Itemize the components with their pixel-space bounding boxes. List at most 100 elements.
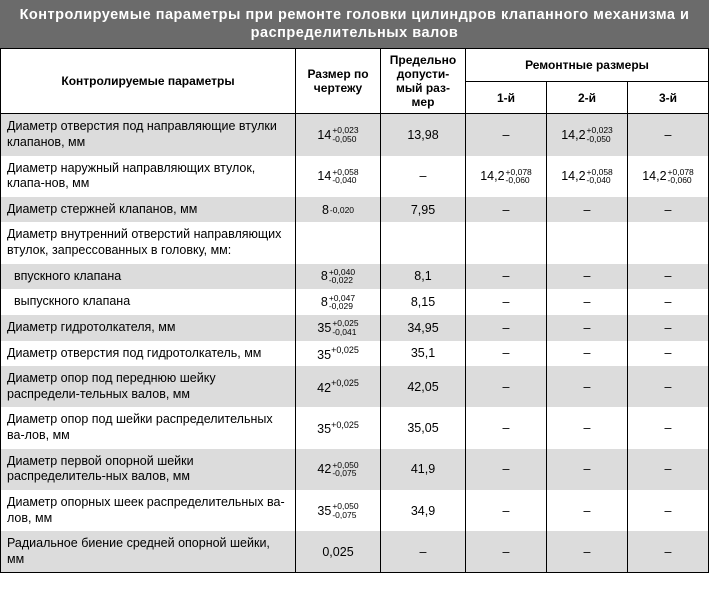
cell-size: 8+0,040-0,022 — [296, 264, 381, 290]
cell-r1: – — [466, 315, 547, 341]
cell-r3 — [628, 222, 709, 263]
cell-param: Диаметр опор под переднюю шейку распреде… — [1, 366, 296, 407]
cell-size: 8-0,020 — [296, 197, 381, 223]
cell-r3: – — [628, 197, 709, 223]
cell-limit: 7,95 — [381, 197, 466, 223]
cell-r1: – — [466, 366, 547, 407]
cell-limit: 35,1 — [381, 341, 466, 367]
cell-param: Диаметр гидротолкателя, мм — [1, 315, 296, 341]
header-param: Контролируемые параметры — [1, 49, 296, 114]
cell-r2: – — [547, 449, 628, 490]
cell-limit: – — [381, 156, 466, 197]
cell-r3: – — [628, 341, 709, 367]
cell-r3: – — [628, 407, 709, 448]
cell-param: Диаметр опорных шеек распределительных в… — [1, 490, 296, 531]
cell-size: 35 +0,025 — [296, 341, 381, 367]
cell-r2: – — [547, 490, 628, 531]
cell-size: 35+0,050-0,075 — [296, 490, 381, 531]
table-row: Диаметр гидротолкателя, мм35+0,025-0,041… — [1, 315, 709, 341]
cell-r1: – — [466, 449, 547, 490]
header-repair-group: Ремонтные размеры — [466, 49, 709, 82]
cell-param: Диаметр отверстия под гидротолкатель, мм — [1, 341, 296, 367]
table-row: Диаметр опор под переднюю шейку распреде… — [1, 366, 709, 407]
cell-size: 42 +0,025 — [296, 366, 381, 407]
cell-limit — [381, 222, 466, 263]
cell-size: 8+0,047-0,029 — [296, 289, 381, 315]
cell-r3: – — [628, 366, 709, 407]
cell-r1: – — [466, 407, 547, 448]
cell-r1 — [466, 222, 547, 263]
cell-param: впускного клапана — [1, 264, 296, 290]
cell-limit: 13,98 — [381, 114, 466, 156]
cell-r2: – — [547, 289, 628, 315]
table-row: Диаметр стержней клапанов, мм8-0,0207,95… — [1, 197, 709, 223]
cell-r1: – — [466, 341, 547, 367]
table-row: Диаметр отверстия под гидротолкатель, мм… — [1, 341, 709, 367]
table-title: Контролируемые параметры при ремонте гол… — [0, 0, 709, 48]
cell-limit: – — [381, 531, 466, 573]
cell-limit: 42,05 — [381, 366, 466, 407]
cell-param: Диаметр наружный направляющих втулок, кл… — [1, 156, 296, 197]
cell-size: 0,025 — [296, 531, 381, 573]
cell-r2: 14,2+0,023-0,050 — [547, 114, 628, 156]
cell-param: Радиальное биение средней опорной шейки,… — [1, 531, 296, 573]
cell-r3: – — [628, 315, 709, 341]
cell-r2: – — [547, 407, 628, 448]
cell-r1: – — [466, 490, 547, 531]
cell-limit: 35,05 — [381, 407, 466, 448]
cell-size: 35 +0,025 — [296, 407, 381, 448]
cell-r2: – — [547, 366, 628, 407]
cell-r2: – — [547, 264, 628, 290]
cell-r2 — [547, 222, 628, 263]
cell-param: Диаметр первой опорной шейки распределит… — [1, 449, 296, 490]
cell-param: Диаметр отверстия под направляющие втулк… — [1, 114, 296, 156]
cell-r3: – — [628, 449, 709, 490]
cell-r3: – — [628, 531, 709, 573]
cell-size: 42+0,050-0,075 — [296, 449, 381, 490]
table-row: впускного клапана8+0,040-0,0228,1––– — [1, 264, 709, 290]
table-row: Радиальное биение средней опорной шейки,… — [1, 531, 709, 573]
cell-limit: 8,15 — [381, 289, 466, 315]
cell-r2: – — [547, 531, 628, 573]
cell-param: Диаметр стержней клапанов, мм — [1, 197, 296, 223]
cell-r1: – — [466, 531, 547, 573]
cell-r1: 14,2+0,078-0,060 — [466, 156, 547, 197]
cell-size — [296, 222, 381, 263]
cell-r2: – — [547, 197, 628, 223]
cell-limit: 8,1 — [381, 264, 466, 290]
cell-r1: – — [466, 289, 547, 315]
parameters-table: Контролируемые параметры Размер по черте… — [0, 48, 709, 573]
cell-r3: – — [628, 490, 709, 531]
cell-param: выпускного клапана — [1, 289, 296, 315]
table-row: Диаметр первой опорной шейки распределит… — [1, 449, 709, 490]
cell-size: 14+0,023-0,050 — [296, 114, 381, 156]
cell-r1: – — [466, 114, 547, 156]
table-row: Диаметр отверстия под направляющие втулк… — [1, 114, 709, 156]
cell-r2: – — [547, 341, 628, 367]
cell-r3: – — [628, 289, 709, 315]
cell-param: Диаметр внутренний отверстий направляющи… — [1, 222, 296, 263]
table-body: Диаметр отверстия под направляющие втулк… — [1, 114, 709, 573]
cell-param: Диаметр опор под шейки распределительных… — [1, 407, 296, 448]
cell-r2: – — [547, 315, 628, 341]
cell-r3: – — [628, 264, 709, 290]
cell-r2: 14,2+0,058-0,040 — [547, 156, 628, 197]
table-row: Диаметр внутренний отверстий направляющи… — [1, 222, 709, 263]
cell-limit: 34,9 — [381, 490, 466, 531]
table-row: выпускного клапана8+0,047-0,0298,15––– — [1, 289, 709, 315]
cell-r3: – — [628, 114, 709, 156]
table-row: Диаметр опорных шеек распределительных в… — [1, 490, 709, 531]
cell-r1: – — [466, 197, 547, 223]
header-rep3: 3-й — [628, 81, 709, 114]
cell-r1: – — [466, 264, 547, 290]
header-limit: Предельно допусти-мый раз-мер — [381, 49, 466, 114]
cell-limit: 41,9 — [381, 449, 466, 490]
header-rep2: 2-й — [547, 81, 628, 114]
header-rep1: 1-й — [466, 81, 547, 114]
table-row: Диаметр наружный направляющих втулок, кл… — [1, 156, 709, 197]
cell-limit: 34,95 — [381, 315, 466, 341]
cell-size: 35+0,025-0,041 — [296, 315, 381, 341]
cell-r3: 14,2+0,078-0,060 — [628, 156, 709, 197]
table-row: Диаметр опор под шейки распределительных… — [1, 407, 709, 448]
cell-size: 14+0,058-0,040 — [296, 156, 381, 197]
